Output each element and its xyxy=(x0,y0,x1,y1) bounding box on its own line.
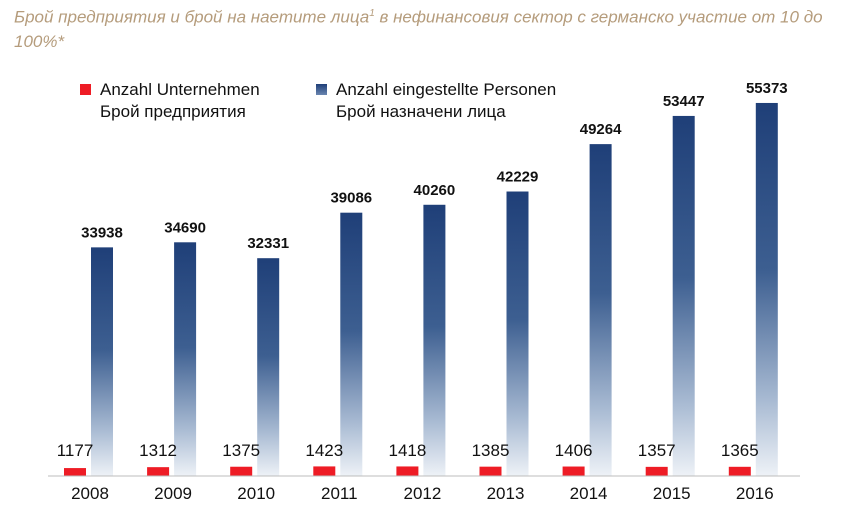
label-employees-2008: 33938 xyxy=(81,224,123,241)
legend-employees-label-de: Anzahl eingestellte Personen xyxy=(336,80,557,99)
x-tick-2012: 2012 xyxy=(403,484,441,503)
bar-employees-2012 xyxy=(423,204,446,477)
bar-companies-2010 xyxy=(230,466,253,476)
bars-layer xyxy=(64,102,778,477)
bar-companies-2015 xyxy=(645,466,668,476)
label-companies-2008: 1177 xyxy=(57,441,94,460)
x-tick-2011: 2011 xyxy=(321,484,358,503)
legend-companies: Anzahl Unternehmen Брой предприятия xyxy=(80,78,300,128)
label-companies-2012: 1418 xyxy=(388,441,426,460)
bar-companies-2016 xyxy=(728,466,751,476)
bar-employees-2011 xyxy=(340,212,363,477)
legend-employees: Anzahl eingestellte Personen Брой назнач… xyxy=(316,78,616,128)
bar-companies-2013 xyxy=(479,466,502,476)
legend-companies-label-de: Anzahl Unternehmen xyxy=(100,80,260,99)
x-tick-2009: 2009 xyxy=(154,484,192,503)
x-tick-2014: 2014 xyxy=(570,484,608,503)
bar-employees-2009 xyxy=(174,242,197,476)
label-employees-2012: 40260 xyxy=(414,182,456,199)
label-employees-2013: 42229 xyxy=(497,169,539,186)
chart-title-main: Брой предприятия и брой на наетите лица xyxy=(14,7,370,27)
label-companies-2016: 1365 xyxy=(721,441,759,460)
bar-companies-2009 xyxy=(147,467,170,476)
legend-companies-swatch xyxy=(80,84,91,95)
label-employees-2010: 32331 xyxy=(247,235,289,252)
chart-title-rest: в нефинансовия сектор с германско участи… xyxy=(14,7,823,51)
legend-companies-label-bg: Брой предприятия xyxy=(100,102,246,121)
label-companies-2015: 1357 xyxy=(638,441,676,460)
bar-employees-2008 xyxy=(91,247,113,476)
bar-employees-2016 xyxy=(755,102,778,476)
label-companies-2011: 1423 xyxy=(305,441,343,460)
x-tick-2013: 2013 xyxy=(487,484,525,503)
x-tick-2016: 2016 xyxy=(736,484,774,503)
chart-title-footnote-mark: 1 xyxy=(369,8,375,19)
bar-employees-2010 xyxy=(257,258,280,476)
label-employees-2015: 53447 xyxy=(663,93,705,110)
chart-title: Брой предприятия и брой на наетите лица1… xyxy=(14,2,844,54)
bar-companies-2012 xyxy=(396,466,419,476)
x-tick-2010: 2010 xyxy=(237,484,275,503)
bar-companies-2011 xyxy=(313,466,336,476)
x-tick-2015: 2015 xyxy=(653,484,691,503)
bar-employees-2014 xyxy=(589,144,612,476)
bar-companies-2008 xyxy=(64,468,86,476)
legend-employees-label-bg: Брой назначени лица xyxy=(336,102,506,121)
label-employees-2016: 55373 xyxy=(746,80,788,97)
label-companies-2010: 1375 xyxy=(222,441,260,460)
legend-employees-swatch xyxy=(316,84,327,95)
label-employees-2011: 39086 xyxy=(330,190,372,207)
label-companies-2013: 1385 xyxy=(472,441,510,460)
bar-employees-2013 xyxy=(506,191,529,476)
label-employees-2014: 49264 xyxy=(580,121,622,138)
label-employees-2009: 34690 xyxy=(164,219,206,236)
label-companies-2014: 1406 xyxy=(555,441,593,460)
bar-employees-2015 xyxy=(672,115,695,476)
bar-companies-2014 xyxy=(562,466,585,476)
label-companies-2009: 1312 xyxy=(139,441,177,460)
labels-layer: 1177 33938 2008 1312 34690 2009 1375 32331 2010 1… xyxy=(57,80,788,503)
x-tick-2008: 2008 xyxy=(71,484,109,503)
